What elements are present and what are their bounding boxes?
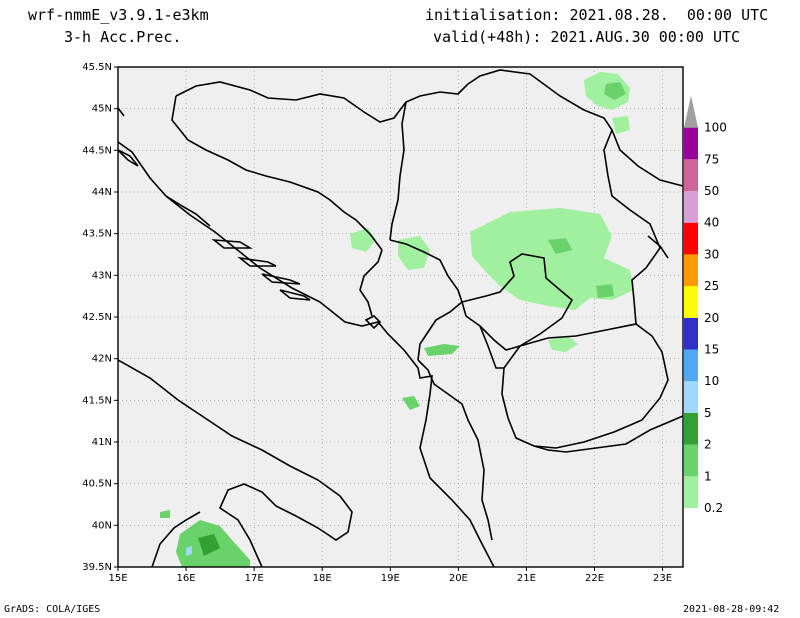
axis-ticks: 45.5N 45N 44.5N 44N 43.5N 43N 42.5N 42N 41.5N 41N… (82, 62, 672, 584)
precip-patch-calabria-core (198, 534, 220, 556)
border-bosnia-montenegro (359, 249, 383, 317)
precip-patch-sw (160, 510, 170, 518)
map-background (118, 67, 683, 567)
lat-label: 44N (92, 187, 112, 198)
valid-time: valid(+48h): 2021.AUG.30 00:00 UTC (433, 28, 741, 46)
init-time: initialisation: 2021.08.28. 00:00 UTC (425, 6, 769, 24)
island-hvar (237, 256, 277, 267)
colorbar-label: 40 (704, 216, 719, 230)
precip-patch-ne2 (612, 116, 630, 134)
lat-label: 42N (92, 354, 112, 365)
border-north-croatia (175, 81, 469, 123)
colorbar-swatch (684, 476, 698, 508)
border-croatia-bosnia (171, 95, 383, 251)
lon-label: 17E (245, 573, 264, 584)
precip-patch-central-core1 (548, 238, 572, 254)
colorbar-label: 15 (704, 343, 719, 357)
model-title: wrf-nmmE_v3.9.1-e3km (28, 6, 209, 24)
colorbar-label: 30 (704, 247, 719, 261)
colorbar-swatch (684, 381, 698, 413)
lon-label: 20E (449, 573, 468, 584)
border-kosovo (461, 253, 574, 351)
border-croatia-bosnia-w (165, 195, 211, 227)
colorbar-label: 0.2 (704, 501, 723, 515)
bulgaria-east-piece (647, 235, 669, 259)
border-bosnia-serbia (389, 101, 407, 241)
italy-east-coast (117, 359, 353, 568)
lat-label: 39.5N (82, 562, 112, 573)
colorbar-top-triangle (684, 95, 698, 128)
lon-label: 21E (517, 573, 536, 584)
colorbar-swatch (684, 286, 698, 318)
colorbar-label: 100 (704, 121, 727, 135)
lon-label: 16E (177, 573, 196, 584)
colorbar-label: 50 (704, 184, 719, 198)
lat-label: 44.5N (82, 145, 112, 156)
colorbar-label: 5 (704, 406, 712, 420)
island-krk (117, 149, 139, 167)
lon-label: 18E (313, 573, 332, 584)
lon-label: 22E (585, 573, 604, 584)
coastlines-and-borders (117, 69, 684, 568)
lat-label: 43.5N (82, 229, 112, 240)
precipitation-areas (160, 72, 634, 567)
precip-patch-central-core2 (596, 284, 614, 298)
border-greece-north (533, 415, 684, 453)
lat-label: 43N (92, 270, 112, 281)
colorbar-label: 10 (704, 374, 719, 388)
colorbar-swatch (684, 412, 698, 445)
calabria-coast (151, 511, 201, 568)
footer-timestamp: 2021-08-28-09:42 (683, 604, 780, 615)
island-brac (211, 239, 253, 249)
island-korcula (261, 273, 301, 285)
italy-ne-coast (117, 107, 125, 117)
colorbar-label: 1 (704, 469, 712, 483)
precip-patch-ne-core (604, 82, 626, 100)
colorbar-swatch (684, 159, 698, 191)
colorbar-swatch (684, 349, 698, 382)
field-title: 3-h Acc.Prec. (64, 28, 182, 46)
colorbar-swatch (684, 127, 698, 160)
border-albania-macedonia (479, 325, 504, 369)
island-mljet (279, 289, 311, 301)
colorbar-swatch (684, 508, 698, 565)
lat-label: 40N (92, 520, 112, 531)
footer-credit: GrADS: COLA/IGES (4, 604, 101, 615)
colorbar-label: 2 (704, 438, 712, 452)
colorbar-swatch (684, 254, 698, 287)
colorbar-swatch (684, 317, 698, 350)
precip-patch-central (470, 208, 634, 310)
precip-patch-albania (424, 344, 460, 356)
lat-label: 41N (92, 437, 112, 448)
precip-patch-kosovo (548, 336, 578, 352)
lat-label: 42.5N (82, 312, 112, 323)
lake-shkodra (364, 315, 382, 330)
colorbar-swatch (684, 222, 698, 255)
border-north-macedonia (501, 323, 669, 449)
lat-label: 45.5N (82, 62, 112, 73)
border-montenegro-serbia (389, 239, 463, 361)
colorbar-swatch (684, 444, 698, 477)
lon-label: 15E (108, 573, 127, 584)
lat-label: 45N (92, 104, 112, 115)
colorbar-label: 25 (704, 279, 719, 293)
border-albania-east (417, 359, 493, 541)
lon-label: 23E (653, 573, 672, 584)
colorbar-swatch (684, 191, 698, 223)
border-serbia-bulgaria (603, 129, 661, 325)
colorbar-label: 20 (704, 311, 719, 325)
colorbar-label: 75 (704, 152, 719, 166)
border-serbia-romania (467, 69, 684, 187)
adriatic-east-coast (117, 141, 495, 568)
lon-label: 19E (381, 573, 400, 584)
precip-patch-calabria-blue (186, 546, 192, 556)
precip-patch-albania-s (402, 396, 420, 410)
lat-label: 40.5N (82, 479, 112, 490)
lat-label: 41.5N (82, 395, 112, 406)
